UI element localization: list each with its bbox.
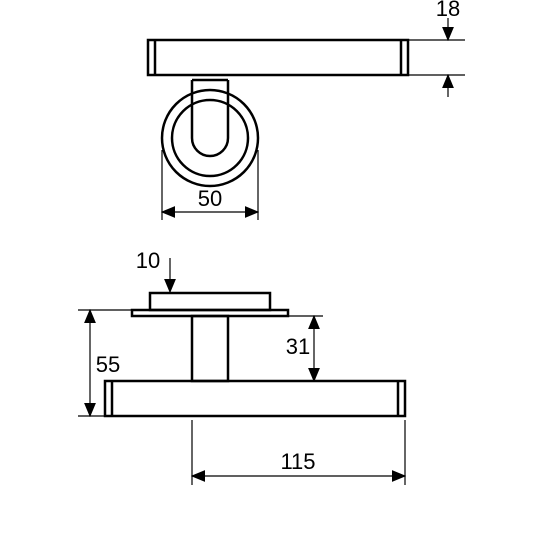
dim-31-text: 31	[286, 334, 310, 359]
side-view	[105, 293, 405, 416]
dim-115-text: 115	[280, 449, 315, 474]
dim-18: 18	[408, 0, 465, 97]
dim-50-text: 50	[198, 186, 222, 211]
top-view	[148, 40, 408, 186]
dim-10: 10	[136, 248, 170, 292]
dim-18-text: 18	[436, 0, 460, 21]
dim-31: 31	[286, 316, 323, 381]
technical-drawing: 18 50 10 31 55	[0, 0, 551, 551]
dim-115: 115	[192, 420, 405, 485]
dim-10-text: 10	[136, 248, 160, 273]
dim-55-text: 55	[96, 352, 120, 377]
dim-50: 50	[162, 150, 258, 220]
